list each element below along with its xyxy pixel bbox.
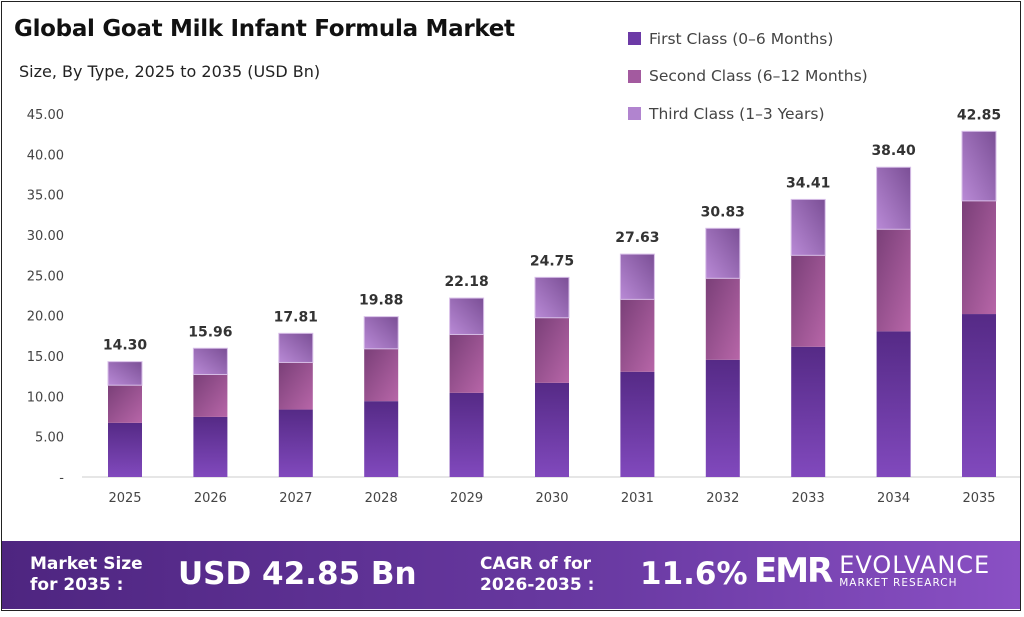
bar-segment-2 xyxy=(278,362,313,410)
y-tick-label: 5.00 xyxy=(35,431,64,446)
y-tick-label: 45.00 xyxy=(27,108,64,123)
bar-segment-1 xyxy=(876,331,911,477)
legend-swatch xyxy=(628,107,641,121)
x-tick-label: 2033 xyxy=(792,491,825,506)
bar-segment-1 xyxy=(791,346,826,477)
y-tick-label: 30.00 xyxy=(27,229,64,244)
total-label: 19.88 xyxy=(359,293,403,309)
bar-segment-2 xyxy=(364,348,399,402)
y-tick-label: 35.00 xyxy=(27,189,64,204)
legend-label: Third Class (1–3 Years) xyxy=(649,104,825,123)
x-tick-label: 2026 xyxy=(194,491,227,506)
bar-segment-3 xyxy=(961,130,997,202)
x-tick-label: 2029 xyxy=(450,491,483,506)
bar-segment-2 xyxy=(449,334,484,393)
chart-title: Global Goat Milk Infant Formula Market xyxy=(14,16,515,42)
total-label: 22.18 xyxy=(444,274,488,290)
bar-segment-1 xyxy=(278,409,313,477)
y-tick-label: 10.00 xyxy=(27,390,64,405)
bar-segment-1 xyxy=(108,422,142,477)
legend-item-third-class: Third Class (1–3 Years) xyxy=(628,95,868,133)
bar-segment-1 xyxy=(535,382,569,477)
bar-segment-3 xyxy=(278,332,314,363)
bar-segment-1 xyxy=(449,392,484,477)
total-label: 24.75 xyxy=(530,253,574,269)
bar-segment-1 xyxy=(962,314,996,477)
bar-segment-2 xyxy=(705,278,740,360)
bar-segment-3 xyxy=(619,253,655,300)
legend-swatch xyxy=(628,69,641,83)
evolvance-logo: EMR EVOLVANCE MARKET RESEARCH xyxy=(754,551,990,591)
total-label: 30.83 xyxy=(701,204,745,220)
bar-segment-3 xyxy=(449,297,485,335)
bar-segment-2 xyxy=(791,255,826,347)
bar-segment-1 xyxy=(193,416,228,477)
legend-swatch xyxy=(628,32,641,46)
total-label: 27.63 xyxy=(615,230,659,246)
total-label: 15.96 xyxy=(188,324,232,340)
x-tick-label: 2025 xyxy=(108,491,141,506)
cagr-label-line2: 2026-2035 : xyxy=(480,575,595,595)
market-size-label: Market Size for 2035 : xyxy=(30,554,143,596)
market-size-label-line2: for 2035 : xyxy=(30,575,124,595)
bar-segment-2 xyxy=(108,385,142,423)
legend-item-first-class: First Class (0–6 Months) xyxy=(628,20,868,58)
bar-segment-2 xyxy=(193,374,228,417)
y-tick-label: - xyxy=(59,471,64,486)
x-tick-label: 2027 xyxy=(279,491,312,506)
market-size-value: USD 42.85 Bn xyxy=(178,556,417,592)
footer-banner: Market Size for 2035 : USD 42.85 Bn CAGR… xyxy=(2,541,1020,609)
x-tick-label: 2032 xyxy=(706,491,739,506)
cagr-label: CAGR of for 2026-2035 : xyxy=(480,554,594,596)
bar-segment-1 xyxy=(620,371,655,477)
stacked-bar-chart: - 5.00 10.00 15.00 20.00 25.00 30.00 35.00 40.00… xyxy=(27,107,1020,506)
bar-segment-3 xyxy=(107,361,143,386)
bar-segment-3 xyxy=(192,347,228,375)
bar-segment-2 xyxy=(962,200,996,315)
total-label: 14.30 xyxy=(103,338,148,354)
x-tick-label: 2030 xyxy=(535,491,568,506)
legend-label: First Class (0–6 Months) xyxy=(649,29,834,48)
logo-mark: EMR xyxy=(754,551,833,591)
x-tick-label: 2031 xyxy=(621,491,654,506)
total-label: 42.85 xyxy=(957,107,1001,123)
total-label: 34.41 xyxy=(786,175,830,191)
logo-subtitle: MARKET RESEARCH xyxy=(839,577,958,589)
legend-label: Second Class (6–12 Months) xyxy=(649,67,868,86)
y-tick-label: 40.00 xyxy=(27,148,64,163)
bar-segment-1 xyxy=(705,359,740,477)
chart-subtitle: Size, By Type, 2025 to 2035 (USD Bn) xyxy=(19,62,321,81)
bar-segment-2 xyxy=(535,317,569,383)
legend: First Class (0–6 Months) Second Class (6… xyxy=(628,20,868,133)
y-tick-label: 25.00 xyxy=(27,269,64,284)
bar-segment-3 xyxy=(534,276,570,319)
logo-name: EVOLVANCE xyxy=(839,551,991,579)
bar-segment-1 xyxy=(364,401,399,477)
x-tick-label: 2035 xyxy=(962,491,995,506)
legend-item-second-class: Second Class (6–12 Months) xyxy=(628,58,868,96)
cagr-value: 11.6% xyxy=(640,556,748,592)
total-label: 38.40 xyxy=(871,143,916,159)
total-label: 17.81 xyxy=(274,309,318,325)
market-size-label-line1: Market Size xyxy=(30,554,143,574)
bar-segment-3 xyxy=(705,227,741,279)
bar-segment-3 xyxy=(790,198,826,256)
y-tick-label: 20.00 xyxy=(27,310,64,325)
bar-segment-2 xyxy=(620,299,655,372)
x-tick-label: 2034 xyxy=(877,491,910,506)
bar-segment-2 xyxy=(876,229,911,332)
x-tick-label: 2028 xyxy=(365,491,398,506)
cagr-label-line1: CAGR of for xyxy=(480,554,592,574)
y-tick-label: 15.00 xyxy=(27,350,64,365)
bar-segment-3 xyxy=(363,316,399,350)
bar-segment-3 xyxy=(876,166,912,230)
